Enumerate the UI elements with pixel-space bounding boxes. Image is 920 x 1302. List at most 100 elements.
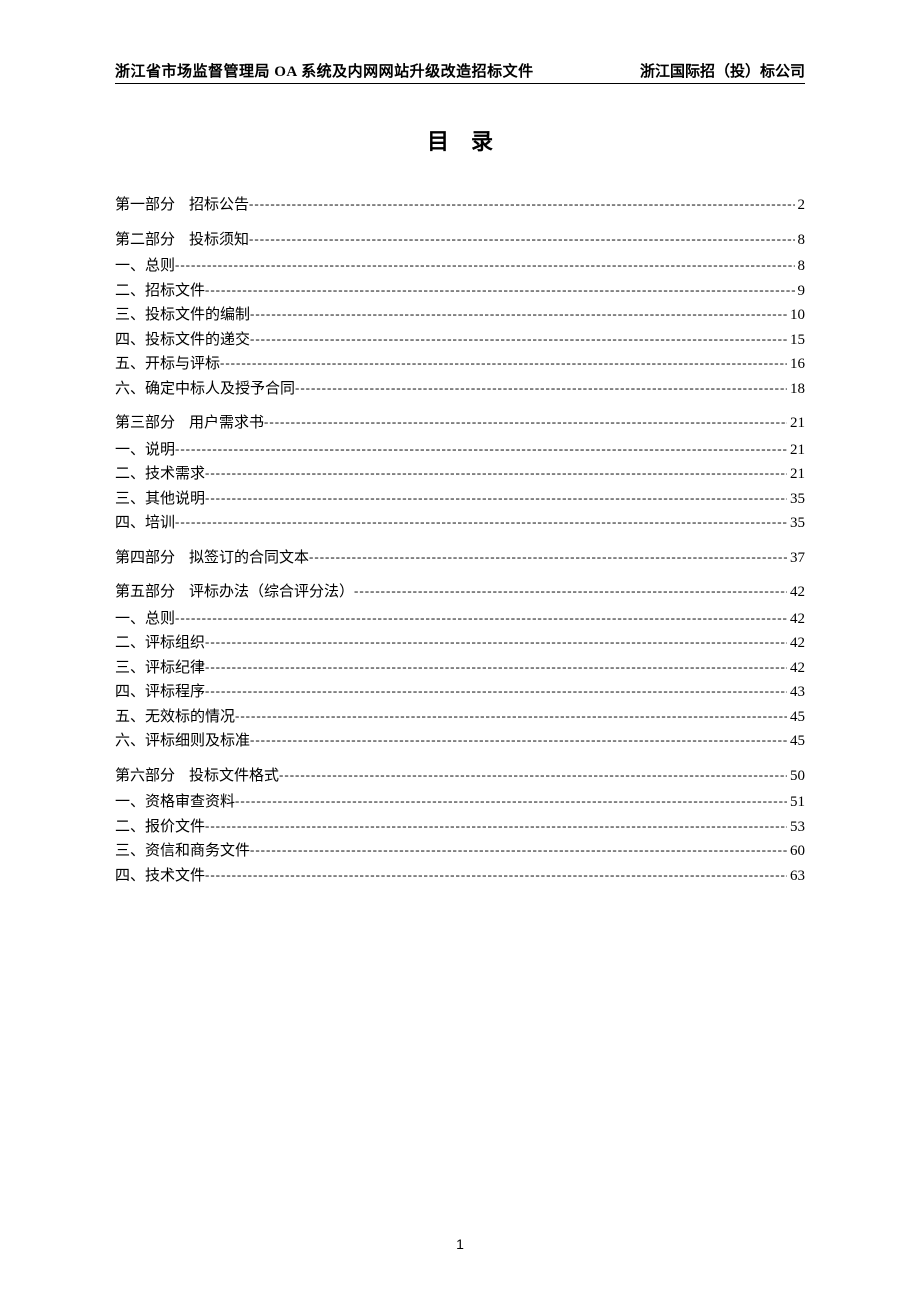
toc-entry: 五、无效标的情况 45 xyxy=(115,706,805,729)
toc-page-number: 42 xyxy=(787,581,805,604)
toc-page-number: 53 xyxy=(787,816,805,839)
document-page: 浙江省市场监督管理局 OA 系统及内网网站升级改造招标文件 浙江国际招（投）标公… xyxy=(0,0,920,887)
toc-entry: 第六部分投标文件格式 50 xyxy=(115,765,805,788)
toc-page-number: 21 xyxy=(787,412,805,435)
toc-leader-dots xyxy=(205,865,787,885)
toc-entry: 六、评标细则及标准 45 xyxy=(115,730,805,753)
toc-leader-dots xyxy=(235,791,787,811)
toc-entry-text: 三、资信和商务文件 xyxy=(115,840,250,863)
toc-leader-dots xyxy=(205,816,787,836)
toc-leader-dots xyxy=(250,730,787,750)
toc-page-number: 63 xyxy=(787,865,805,888)
toc-leader-dots xyxy=(354,581,787,601)
toc-entry: 一、资格审查资料 51 xyxy=(115,791,805,814)
toc-page-number: 16 xyxy=(787,353,805,376)
toc-entry: 二、报价文件 53 xyxy=(115,816,805,839)
toc-entry: 一、总则 42 xyxy=(115,608,805,631)
toc-leader-dots xyxy=(250,840,787,860)
toc-entry: 一、总则 8 xyxy=(115,255,805,278)
toc-entry-text: 二、技术需求 xyxy=(115,463,205,486)
toc-entry-text: 三、评标纪律 xyxy=(115,657,205,680)
toc-page-number: 15 xyxy=(787,329,805,352)
toc-title: 目录 xyxy=(115,124,805,156)
toc-leader-dots xyxy=(205,681,787,701)
toc-entry: 四、评标程序 43 xyxy=(115,681,805,704)
toc-page-number: 42 xyxy=(787,632,805,655)
toc-entry-text: 五、开标与评标 xyxy=(115,353,220,376)
toc-entry-text: 四、评标程序 xyxy=(115,681,205,704)
toc-part-label: 第四部分 xyxy=(115,547,175,570)
toc-entry-text: 投标文件格式 xyxy=(189,765,279,788)
toc-entry-text: 六、确定中标人及授予合同 xyxy=(115,378,295,401)
toc-entry: 三、其他说明 35 xyxy=(115,488,805,511)
toc-entry: 五、开标与评标 16 xyxy=(115,353,805,376)
toc-leader-dots xyxy=(249,194,794,214)
toc-page-number: 35 xyxy=(787,512,805,535)
toc-leader-dots xyxy=(249,229,794,249)
toc-leader-dots xyxy=(175,439,787,459)
toc-leader-dots xyxy=(264,412,787,432)
toc-entry: 二、招标文件 9 xyxy=(115,280,805,303)
toc-leader-dots xyxy=(205,488,787,508)
toc-leader-dots xyxy=(205,280,794,300)
header-right-company: 浙江国际招（投）标公司 xyxy=(640,60,805,81)
toc-page-number: 45 xyxy=(787,706,805,729)
toc-page-number: 60 xyxy=(787,840,805,863)
toc-leader-dots xyxy=(250,304,787,324)
toc-entry-text: 拟签订的合同文本 xyxy=(189,547,309,570)
toc-entry-text: 一、总则 xyxy=(115,608,175,631)
toc-page-number: 42 xyxy=(787,657,805,680)
toc-entry-text: 四、技术文件 xyxy=(115,865,205,888)
toc-entry: 二、技术需求 21 xyxy=(115,463,805,486)
toc-page-number: 51 xyxy=(787,791,805,814)
toc-leader-dots xyxy=(220,353,787,373)
toc-page-number: 21 xyxy=(787,463,805,486)
toc-entry: 三、评标纪律 42 xyxy=(115,657,805,680)
toc-leader-dots xyxy=(175,608,787,628)
toc-page-number: 35 xyxy=(787,488,805,511)
toc-entry-text: 用户需求书 xyxy=(189,412,264,435)
toc-leader-dots xyxy=(309,547,787,567)
toc-entry-text: 招标公告 xyxy=(189,194,249,217)
toc-entry: 一、说明 21 xyxy=(115,439,805,462)
toc-leader-dots xyxy=(295,378,787,398)
toc-page-number: 2 xyxy=(795,194,806,217)
header-left-title: 浙江省市场监督管理局 OA 系统及内网网站升级改造招标文件 xyxy=(115,60,534,81)
toc-entry: 第三部分用户需求书 21 xyxy=(115,412,805,435)
toc-leader-dots xyxy=(250,329,787,349)
toc-leader-dots xyxy=(279,765,787,785)
toc-entry: 第五部分评标办法（综合评分法） 42 xyxy=(115,581,805,604)
toc-entry: 三、投标文件的编制 10 xyxy=(115,304,805,327)
toc-page-number: 21 xyxy=(787,439,805,462)
toc-entry-text: 五、无效标的情况 xyxy=(115,706,235,729)
toc-entry-text: 一、总则 xyxy=(115,255,175,278)
toc-entry: 四、培训 35 xyxy=(115,512,805,535)
toc-entry: 三、资信和商务文件 60 xyxy=(115,840,805,863)
toc-entry-text: 二、评标组织 xyxy=(115,632,205,655)
toc-entry-text: 一、资格审查资料 xyxy=(115,791,235,814)
toc-page-number: 9 xyxy=(795,280,806,303)
toc-part-label: 第五部分 xyxy=(115,581,175,604)
toc-entry-text: 评标办法（综合评分法） xyxy=(189,581,354,604)
toc-page-number: 10 xyxy=(787,304,805,327)
toc-page-number: 45 xyxy=(787,730,805,753)
toc-part-label: 第一部分 xyxy=(115,194,175,217)
toc-page-number: 43 xyxy=(787,681,805,704)
toc-part-label: 第二部分 xyxy=(115,229,175,252)
toc-part-label: 第三部分 xyxy=(115,412,175,435)
toc-entry-text: 三、其他说明 xyxy=(115,488,205,511)
toc-leader-dots xyxy=(175,255,794,275)
toc-entry: 六、确定中标人及授予合同 18 xyxy=(115,378,805,401)
toc-entry-text: 投标须知 xyxy=(189,229,249,252)
toc-page-number: 37 xyxy=(787,547,805,570)
toc-entry-text: 二、报价文件 xyxy=(115,816,205,839)
toc-entry: 二、评标组织 42 xyxy=(115,632,805,655)
toc-page-number: 8 xyxy=(795,255,806,278)
toc-page-number: 42 xyxy=(787,608,805,631)
toc-page-number: 50 xyxy=(787,765,805,788)
toc-entry-text: 二、招标文件 xyxy=(115,280,205,303)
toc-entry: 第二部分投标须知 8 xyxy=(115,229,805,252)
toc-entry-text: 四、培训 xyxy=(115,512,175,535)
toc-entry: 四、投标文件的递交 15 xyxy=(115,329,805,352)
toc-part-label: 第六部分 xyxy=(115,765,175,788)
